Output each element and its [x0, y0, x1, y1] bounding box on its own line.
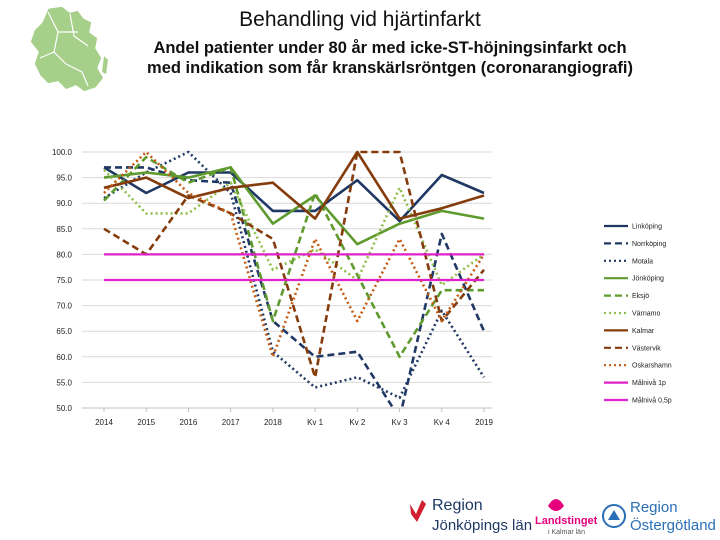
region-jonkoping-logo: Region Jönköpings län [410, 497, 532, 534]
legend-label: Kalmar [632, 328, 655, 335]
series-line-1 [104, 166, 486, 408]
series-line-7 [103, 150, 486, 379]
legend-label: Målnivå 1p [632, 379, 666, 387]
series-line-4 [103, 155, 484, 359]
logo-landstinget-line1: Landstinget [535, 515, 598, 527]
y-tick-label: 50.0 [56, 404, 72, 413]
logo-region-og-line2: Östergötland [630, 516, 716, 534]
legend-label: Motala [632, 258, 653, 265]
x-tick-label: 2017 [222, 418, 240, 427]
x-tick-label: 2015 [137, 418, 155, 427]
map-icon [29, 5, 108, 93]
y-tick-label: 55.0 [56, 378, 72, 387]
legend-label: Värnamo [632, 311, 661, 318]
y-tick-label: 95.0 [56, 174, 72, 183]
y-tick-label: 65.0 [56, 327, 72, 336]
legend-label: Målnivå 0,5p [632, 397, 672, 405]
logo-landstinget-line2: i Kalmar län [548, 529, 585, 536]
griffin-seal-icon [602, 504, 626, 528]
logo-region-jkpg-line1: Region [432, 497, 483, 514]
subtitle-line-1: Andel patienter under 80 år med icke-ST-… [153, 39, 627, 57]
line-chart: 100.0 95.0 90.0 85.0 80.0 75.0 70.0 65.0 60.0 55.… [52, 148, 672, 427]
x-tick-label: Kv 4 [434, 418, 451, 427]
series-line-3 [103, 166, 485, 246]
logo-region-og-line1: Region [630, 499, 678, 516]
footer-logos: Region Jönköpings län Landstinget i Kalm… [410, 497, 716, 536]
heart-mark-icon [410, 500, 426, 522]
chart-subtitle: Andel patienter under 80 år med icke-ST-… [90, 38, 690, 78]
x-tick-label: 2014 [95, 418, 113, 427]
x-tick-label: 2018 [264, 418, 282, 427]
legend-label: Norrköping [632, 241, 666, 248]
y-tick-label: 80.0 [56, 250, 72, 259]
axes: 100.0 95.0 90.0 85.0 80.0 75.0 70.0 65.0 60.0 55.… [52, 148, 493, 427]
flower-mark-icon [548, 499, 564, 511]
landstinget-kalmar-logo: Landstinget i Kalmar län [535, 499, 598, 536]
x-tick-label: Kv 2 [349, 418, 366, 427]
x-tick-label: 2019 [475, 418, 493, 427]
series-line-6 [103, 150, 485, 220]
chart-title: Behandling vid hjärtinfarkt [239, 8, 481, 31]
y-tick-label: 85.0 [56, 225, 72, 234]
series-line-8 [103, 150, 486, 359]
region-ostergotland-logo: Region Östergötland [602, 499, 716, 534]
subtitle-line-2: med indikation som får kranskärlsröntgen… [147, 59, 633, 77]
series-lines [103, 150, 486, 408]
y-tick-label: 60.0 [56, 353, 72, 362]
y-tick-label: 100.0 [52, 148, 73, 157]
legend-label: Jönköping [632, 276, 664, 283]
x-tick-label: Kv 1 [307, 418, 324, 427]
legend-label: Västervik [632, 345, 661, 352]
y-tick-label: 90.0 [56, 199, 72, 208]
legend-label: Eksjö [632, 293, 649, 300]
y-tick-label: 70.0 [56, 302, 72, 311]
legend-label: Linköping [632, 224, 662, 231]
x-tick-label: Kv 3 [392, 418, 409, 427]
legend: Linköping Norrköping Motala Jönköping Eksjö V… [604, 224, 672, 405]
y-tick-label: 75.0 [56, 276, 72, 285]
series-line-2 [103, 150, 486, 400]
legend-label: Oskarshamn [632, 363, 672, 370]
logo-region-jkpg-line2: Jönköpings län [432, 517, 532, 534]
x-tick-label: 2016 [180, 418, 198, 427]
